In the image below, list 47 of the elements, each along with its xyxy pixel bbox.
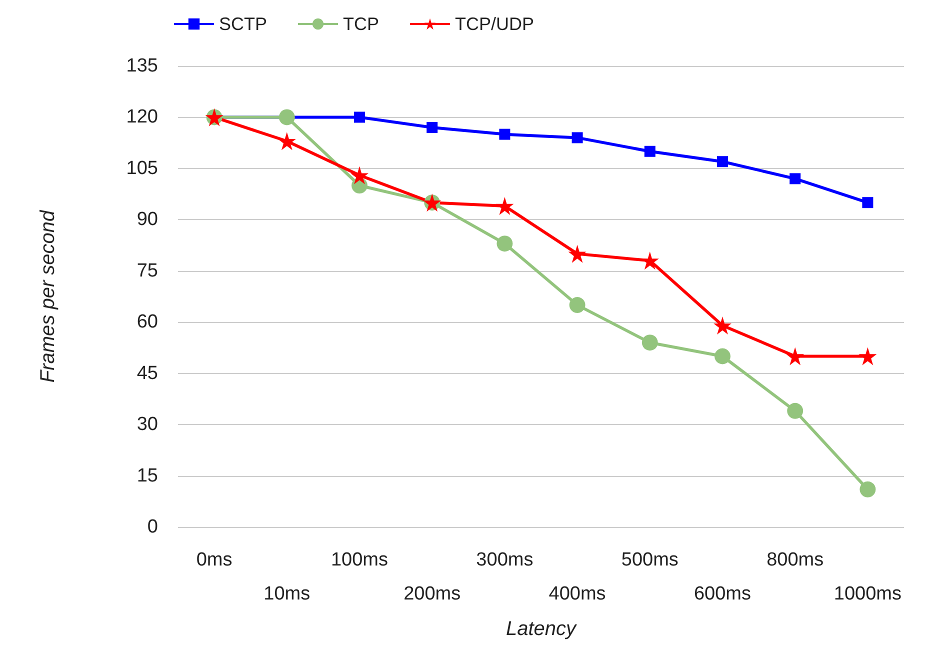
point (569, 297, 586, 314)
point (790, 173, 801, 184)
y-tick-label: 135 (126, 56, 158, 76)
point (568, 244, 586, 263)
y-tick-label: 105 (126, 158, 158, 179)
point (496, 197, 514, 216)
y-tick-label: 0 (147, 516, 158, 538)
point (786, 347, 804, 366)
legend-label: TCP/UDP (455, 14, 534, 34)
x-tick-label: 1000ms (834, 584, 902, 604)
point (354, 112, 365, 123)
point (278, 109, 295, 126)
point (644, 146, 656, 157)
x-tick-label: 10ms (264, 584, 310, 604)
legend-label: TCP (343, 14, 380, 34)
point (499, 128, 510, 140)
x-tick-label: 100ms (330, 550, 388, 570)
y-tick-label: 75 (136, 260, 158, 282)
point (572, 132, 583, 144)
y-tick-label: 60 (136, 312, 158, 333)
point (717, 156, 728, 168)
point (787, 402, 804, 419)
x-tick-label: 800ms (766, 550, 824, 570)
point (862, 197, 874, 208)
x-tick-label: 500ms (621, 550, 678, 570)
y-tick-label: 90 (136, 209, 158, 230)
x-tick-label: 0ms (196, 550, 232, 570)
point (426, 122, 438, 133)
y-tick-label: 30 (136, 414, 158, 436)
x-tick-label: 600ms (694, 584, 752, 604)
x-axis-title: Latency (506, 618, 578, 640)
y-tick-label: 120 (126, 106, 158, 128)
point (714, 348, 730, 364)
y-axis-title: Frames per second (37, 209, 59, 383)
y-tick-label: 15 (136, 465, 158, 486)
y-tick-label: 45 (136, 362, 158, 384)
point (714, 316, 732, 335)
point (496, 236, 513, 252)
x-tick-label: 200ms (404, 584, 461, 604)
point (278, 132, 296, 150)
x-tick-label: 300ms (476, 550, 534, 570)
x-tick-label: 400ms (548, 584, 606, 604)
point (350, 166, 368, 184)
point (860, 481, 876, 498)
point (642, 334, 658, 351)
point (858, 347, 877, 366)
legend-label: SCTP (219, 14, 268, 34)
